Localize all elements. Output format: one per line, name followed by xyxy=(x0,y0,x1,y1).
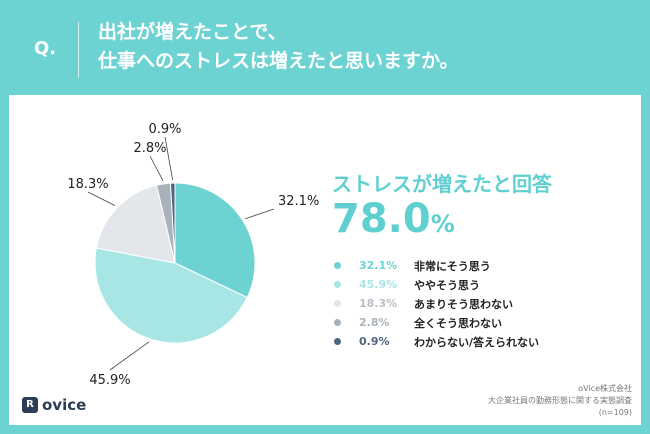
question-line-2: 仕事へのストレスは増えたと思いますか。 xyxy=(98,50,459,72)
legend-marker xyxy=(334,262,341,269)
summary-value: 78.0% xyxy=(332,196,455,242)
footer-sample: (n=109) xyxy=(598,408,632,417)
legend-value: 45.9% xyxy=(359,278,398,291)
pie-slice-label: 32.1% xyxy=(278,194,319,209)
header-divider xyxy=(78,22,79,78)
pie-slice-label: 2.8% xyxy=(133,141,166,156)
legend-value: 32.1% xyxy=(359,259,398,272)
legend-marker xyxy=(334,319,341,326)
ovice-logo: R ovice xyxy=(22,396,86,414)
pie-leader-line xyxy=(87,191,116,206)
legend-marker xyxy=(334,281,341,288)
pie-leader-line xyxy=(245,208,275,220)
pie-slice xyxy=(94,247,248,344)
legend-item: 32.1% 非常にそう思う xyxy=(334,256,539,275)
pie-slice xyxy=(95,184,176,264)
legend-marker xyxy=(334,300,341,307)
legend-label: ややそう思う xyxy=(414,278,480,292)
legend-label: 全くそう思わない xyxy=(414,316,502,330)
pie-slice-label: 18.3% xyxy=(67,177,108,192)
summary-headline: ストレスが増えたと回答 xyxy=(332,172,552,196)
footer-survey: 大企業社員の勤務形態に関する実態調査 xyxy=(488,396,632,405)
ovice-logo-text: ovice xyxy=(42,396,87,414)
ovice-logo-icon: R xyxy=(22,397,38,413)
question-title: 出社が増えたことで、 仕事へのストレスは増えたと思いますか。 xyxy=(98,18,459,76)
legend-item: 45.9% ややそう思う xyxy=(334,275,539,294)
summary-value-unit: % xyxy=(430,210,455,238)
legend-value: 18.3% xyxy=(359,297,398,310)
legend-item: 18.3% あまりそう思わない xyxy=(334,294,539,313)
pie-slice xyxy=(169,182,176,264)
footer-company: oVice株式会社 xyxy=(578,384,632,393)
legend-value: 0.9% xyxy=(359,335,390,348)
pie-leader-line xyxy=(164,136,174,181)
footer-source: oVice株式会社 大企業社員の勤務形態に関する実態調査 (n=109) xyxy=(488,383,632,419)
pie-slice-label: 0.9% xyxy=(148,122,181,137)
summary-value-number: 78.0 xyxy=(332,196,431,242)
legend-value: 2.8% xyxy=(359,316,390,329)
question-mark: Q. xyxy=(34,38,57,59)
legend-label: 非常にそう思う xyxy=(414,259,491,273)
pie-leader-line xyxy=(149,155,164,182)
legend-marker xyxy=(334,338,341,345)
legend-item: 2.8% 全くそう思わない xyxy=(334,313,539,332)
question-line-1: 出社が増えたことで、 xyxy=(98,21,287,43)
pie-leader-line xyxy=(109,341,150,371)
legend-label: わからない/答えられない xyxy=(414,335,540,349)
legend-label: あまりそう思わない xyxy=(414,297,513,311)
legend-item: 0.9% わからない/答えられない xyxy=(334,332,539,351)
chart-legend: 32.1% 非常にそう思う 45.9% ややそう思う 18.3% あまりそう思わない 2.8… xyxy=(334,256,539,351)
pie-slice-label: 45.9% xyxy=(89,373,130,388)
pie-slice xyxy=(174,182,256,299)
